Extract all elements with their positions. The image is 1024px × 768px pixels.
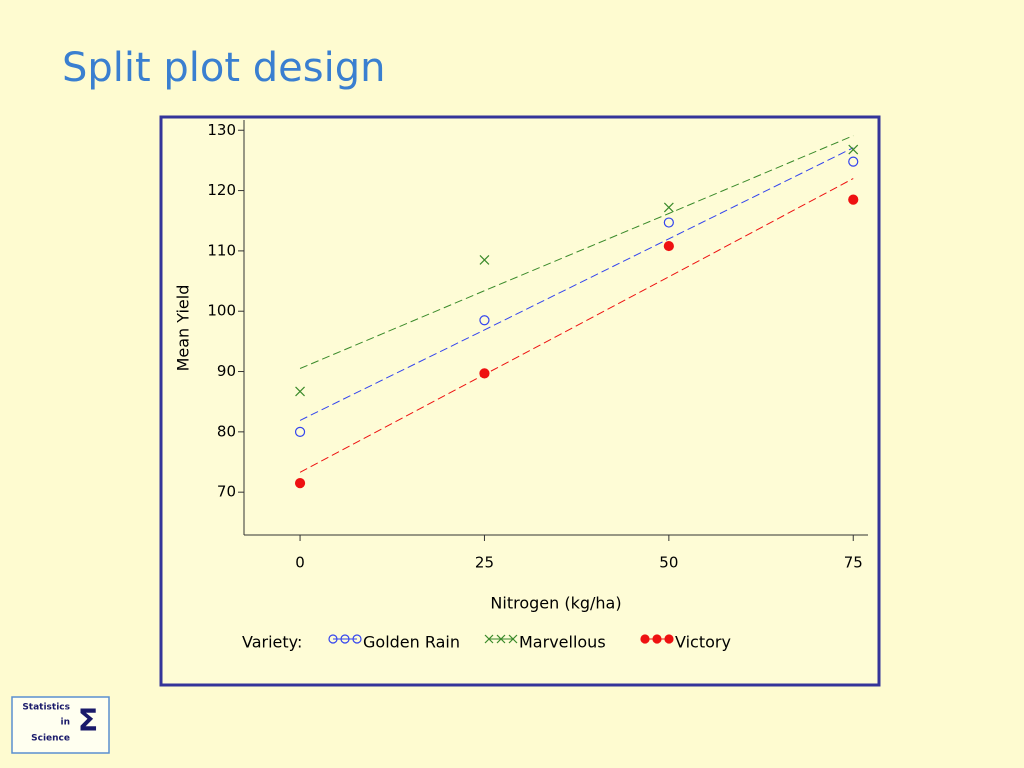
x-tick-label: 50 [659,554,678,572]
legend-marker [352,634,362,644]
x-tick-label: 75 [844,554,863,572]
x-tick-label: 25 [475,554,494,572]
legend-marker [328,634,338,644]
marker [663,240,674,252]
logo-text: Statistics [22,703,70,713]
legend-label: Marvellous [519,633,606,652]
marker [295,386,305,397]
x-tick-label: 0 [295,554,305,572]
legend-marker [640,634,650,644]
legend-label: Golden Rain [363,633,460,652]
marker [479,315,490,326]
logo-symbol: Σ [78,704,99,739]
marker [848,194,859,205]
y-tick-label: 100 [207,302,236,320]
legend-marker [652,634,662,644]
fit-line [299,147,854,421]
chart-frame [159,115,881,687]
legend-marker [496,634,506,644]
marker [663,217,674,228]
legend-marker [340,634,350,644]
legend-marker [508,634,518,644]
logo-text: in [61,718,71,728]
legend-title: Variety: [242,633,302,652]
slide-title: Split plot design [62,45,385,91]
y-tick-label: 80 [217,422,236,440]
y-tick-label: 110 [207,241,236,259]
marker [294,426,306,437]
fit-line [299,178,854,473]
y-tick-label: 70 [217,483,236,501]
legend-marker [664,634,674,644]
logo-text: Science [31,734,70,744]
y-tick-label: 90 [217,362,236,380]
y-axis-label: Mean Yield [174,285,193,372]
fit-line [299,135,854,369]
x-axis-label: Nitrogen (kg/ha) [490,594,621,613]
marker [294,478,306,489]
marker [479,368,490,379]
marker [663,202,674,213]
marker [848,144,859,155]
y-tick-label: 120 [207,181,236,199]
logo-box [11,696,110,754]
marker [479,255,490,265]
legend-marker [484,634,494,644]
legend-label: Victory [675,633,731,652]
logo: Statistics in Science Σ [11,696,110,754]
y-tick-label: 130 [207,121,236,139]
marker [848,156,859,167]
